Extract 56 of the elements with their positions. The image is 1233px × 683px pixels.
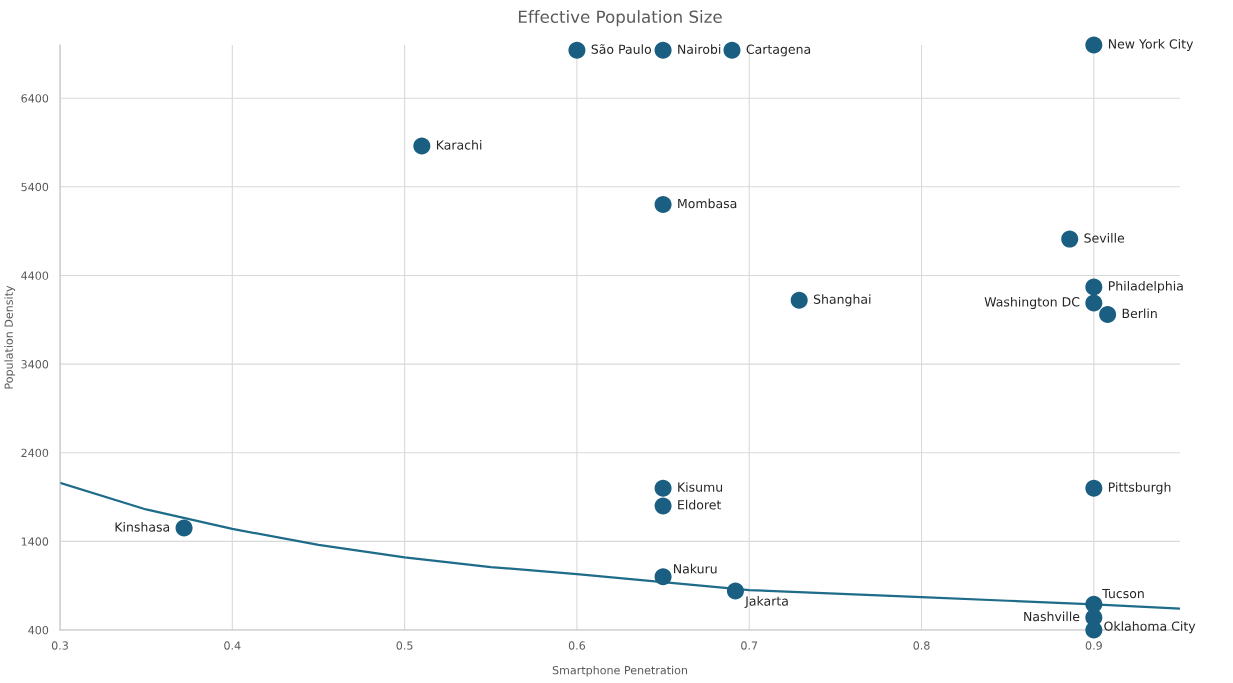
annotation: Nashville bbox=[1024, 611, 1080, 622]
point bbox=[1085, 294, 1103, 312]
point bbox=[175, 519, 193, 537]
x-tick-label: 0.9 bbox=[1085, 641, 1102, 650]
annotation: Eldoret bbox=[678, 499, 722, 510]
point bbox=[654, 568, 672, 586]
y-tick-label: 400 bbox=[28, 625, 49, 635]
y-tick-label: 1400 bbox=[21, 537, 49, 546]
point bbox=[1085, 621, 1103, 639]
annotation: Washington DC bbox=[984, 296, 1080, 309]
y-axis-title: Population Density bbox=[4, 285, 16, 389]
annotation: Kisumu bbox=[678, 482, 723, 492]
point bbox=[654, 41, 672, 59]
x-axis-title: Smartphone Penetration bbox=[552, 665, 688, 677]
x-tick-label: 0.5 bbox=[396, 641, 413, 650]
annotation: Berlin bbox=[1122, 308, 1157, 319]
annotation: Mombasa bbox=[678, 198, 737, 209]
y-tick-label: 2400 bbox=[21, 448, 49, 458]
y-tick-label: 3400 bbox=[21, 360, 49, 369]
point bbox=[568, 41, 586, 59]
point bbox=[654, 196, 672, 214]
annotation: Jakarta bbox=[744, 596, 788, 609]
annotation: Nakuru bbox=[674, 563, 717, 574]
point bbox=[1099, 305, 1117, 323]
x-tick-label: 0.3 bbox=[51, 641, 68, 650]
chart-title: Effective Population Size bbox=[518, 10, 722, 27]
y-tick-label: 4400 bbox=[21, 271, 49, 280]
point bbox=[413, 137, 431, 155]
annotation: Oklahoma City bbox=[1104, 621, 1196, 634]
annotation: Seville bbox=[1084, 233, 1125, 243]
x-tick-label: 0.8 bbox=[913, 641, 930, 650]
annotation: New York City bbox=[1108, 38, 1194, 52]
annotation: Nairobi bbox=[678, 44, 721, 54]
point bbox=[1085, 278, 1103, 296]
x-tick-label: 0.4 bbox=[224, 641, 241, 650]
point bbox=[1085, 479, 1103, 497]
annotation: Pittsburgh bbox=[1108, 482, 1171, 495]
y-tick-label: 5400 bbox=[21, 182, 49, 192]
point bbox=[654, 479, 672, 497]
point bbox=[790, 291, 808, 309]
annotation: Tucson bbox=[1102, 588, 1144, 599]
annotation: São Paulo bbox=[591, 44, 652, 54]
point bbox=[726, 582, 744, 600]
annotation: Kinshasa bbox=[115, 522, 170, 532]
y-tick-label: 6400 bbox=[21, 94, 49, 103]
point bbox=[723, 41, 741, 59]
annotation: Karachi bbox=[436, 140, 482, 150]
line-series bbox=[60, 481, 1180, 610]
annotation: Shanghai bbox=[813, 294, 871, 307]
point bbox=[1061, 230, 1079, 248]
annotation: Philadelphia bbox=[1108, 280, 1183, 294]
point bbox=[1085, 36, 1103, 54]
point bbox=[654, 497, 672, 515]
annotation: Cartagena bbox=[746, 44, 811, 57]
x-tick-label: 0.6 bbox=[568, 641, 586, 650]
x-tick-label: 0.7 bbox=[741, 641, 758, 650]
